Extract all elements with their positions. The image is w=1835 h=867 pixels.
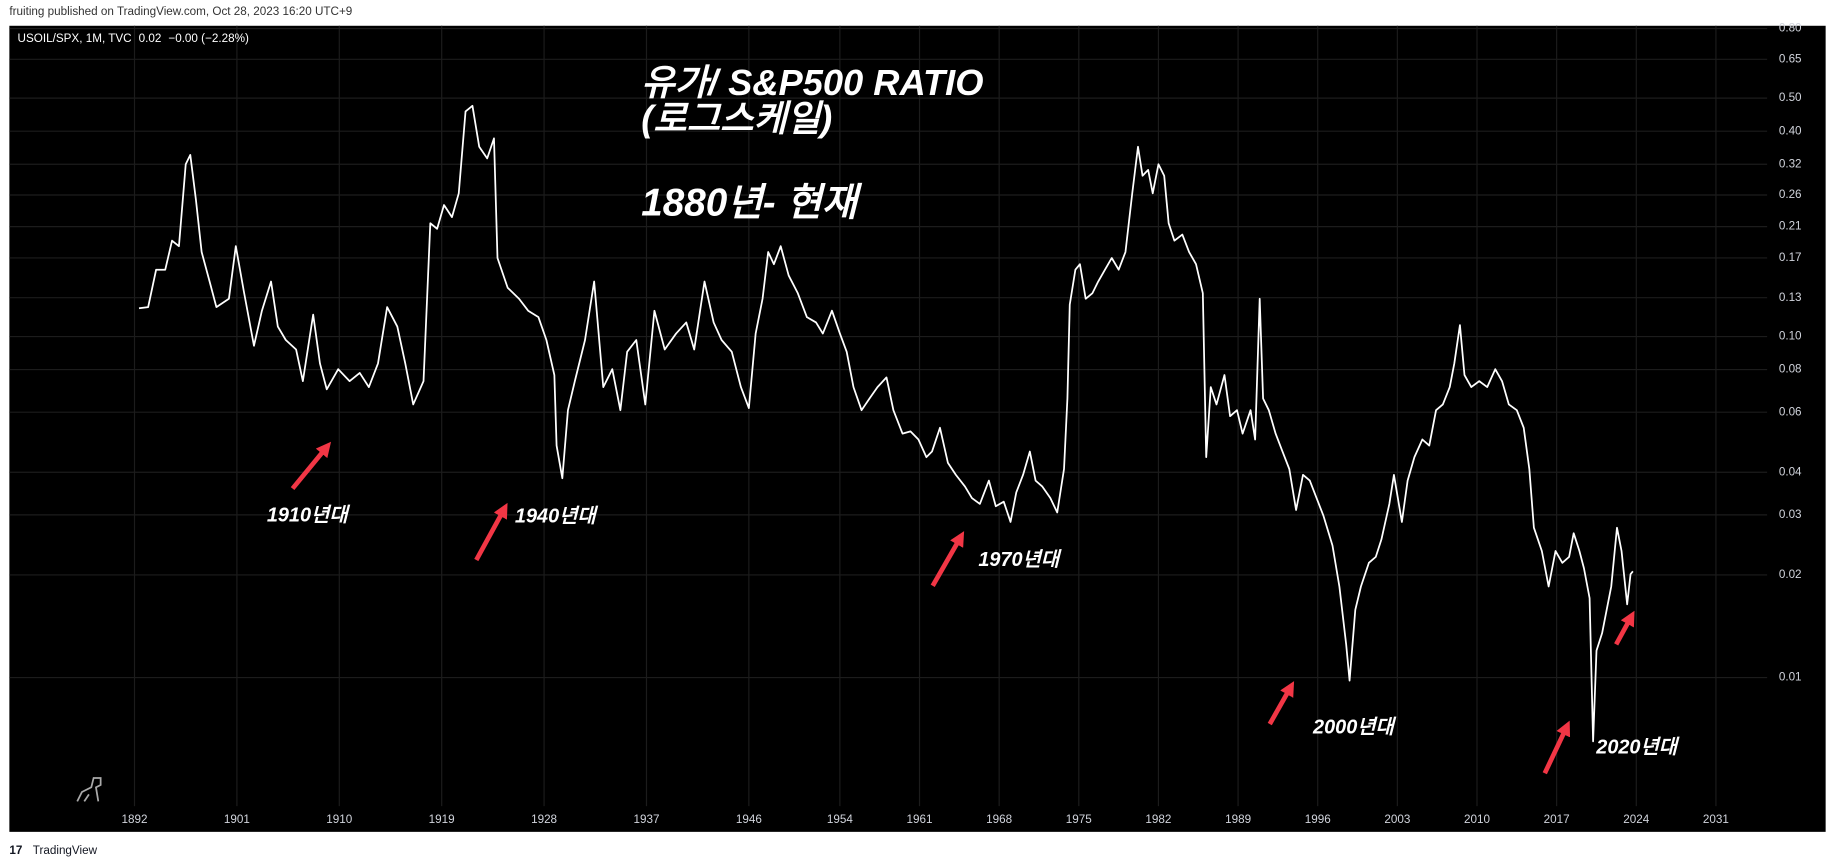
y-tick-label: 0.08 <box>1779 363 1802 376</box>
arrow <box>1267 681 1295 726</box>
x-tick-label: 1892 <box>122 813 148 826</box>
annotation: 2000년대 <box>1312 716 1396 738</box>
annotation: 1970년대 <box>978 549 1062 571</box>
logo-icon <box>76 777 102 802</box>
y-tick-label: 0.26 <box>1779 188 1802 201</box>
x-tick-label: 1968 <box>986 813 1012 826</box>
x-tick-label: 1946 <box>736 813 762 826</box>
chart-subtitle: (로그스케일) <box>641 98 832 139</box>
y-tick-label: 0.02 <box>1779 568 1802 581</box>
legend-name: USOIL/SPX, 1M, TVC <box>18 32 132 45</box>
grid: 0.01 0.02 0.03 0.04 0.06 0.08 0.10 0.13 0.17 0.21… <box>9 22 1802 826</box>
x-tick-label: 1975 <box>1066 813 1092 826</box>
x-tick-label: 2017 <box>1544 813 1570 826</box>
annotation: 1910년대 <box>267 504 351 526</box>
x-tick-label: 1919 <box>429 813 455 826</box>
y-tick-label: 0.01 <box>1779 671 1802 684</box>
legend-last: 0.02 <box>139 32 162 45</box>
y-tick-label: 0.32 <box>1779 157 1802 170</box>
x-tick-label: 1954 <box>827 813 853 826</box>
x-tick-label: 1961 <box>907 813 933 826</box>
annotation: 2020년대 <box>1595 736 1679 758</box>
x-tick-label: 1910 <box>326 813 352 826</box>
x-tick-label: 1901 <box>224 813 250 826</box>
arrows <box>290 441 1635 775</box>
x-tick-label: 1982 <box>1145 813 1171 826</box>
arrow <box>1542 720 1571 775</box>
y-tick-label: 0.03 <box>1779 508 1802 521</box>
arrow <box>474 502 508 562</box>
arrow <box>290 441 332 491</box>
y-tick-label: 0.13 <box>1779 291 1802 304</box>
chart-background <box>9 25 1826 832</box>
y-tick-label: 0.50 <box>1779 91 1802 104</box>
plot <box>138 104 1634 743</box>
x-tick-label: 2024 <box>1623 813 1649 826</box>
x-tick-label: 1996 <box>1305 813 1331 826</box>
y-tick-label: 0.40 <box>1779 124 1802 137</box>
y-tick-label: 0.17 <box>1779 251 1802 264</box>
legend-change: −0.00 (−2.28%) <box>168 32 249 45</box>
annotation: 1940년대 <box>515 506 599 528</box>
arrow <box>930 531 965 587</box>
footer-logo: 17 <box>9 844 22 857</box>
footer: TradingView <box>33 844 98 857</box>
legend: USOIL/SPX, 1M, TVC 0.02 −0.00 (−2.28%) <box>18 32 249 45</box>
y-tick-label: 0.65 <box>1779 52 1802 65</box>
x-tick-label: 2003 <box>1384 813 1410 826</box>
annotation: 1880년- 현재 <box>641 182 862 225</box>
y-tick-label: 0.06 <box>1779 405 1802 418</box>
x-tick-label: 2031 <box>1703 813 1729 826</box>
y-tick-label: 0.21 <box>1779 220 1802 233</box>
x-tick-label: 2010 <box>1464 813 1490 826</box>
chart-title: 유가/ S&P500 RATIO <box>641 62 983 103</box>
arrow <box>1614 610 1635 646</box>
y-tick-label: 0.04 <box>1779 465 1802 478</box>
x-tick-label: 1937 <box>633 813 659 826</box>
y-tick-label: 0.80 <box>1779 22 1802 35</box>
x-tick-label: 1928 <box>531 813 557 826</box>
series-line <box>138 104 1634 743</box>
x-tick-label: 1989 <box>1225 813 1251 826</box>
header: fruiting published on TradingView.com, O… <box>9 5 352 18</box>
y-tick-label: 0.10 <box>1779 330 1802 343</box>
